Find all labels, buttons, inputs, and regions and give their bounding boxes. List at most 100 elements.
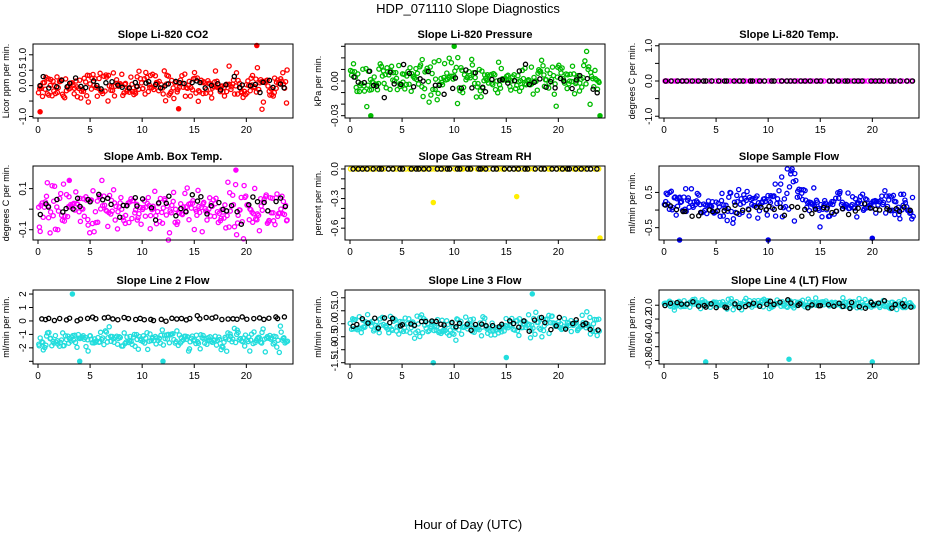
- data-point: [223, 336, 229, 342]
- data-point: [275, 337, 281, 344]
- data-point: [109, 208, 115, 214]
- data-point: [163, 318, 169, 324]
- data-point: [166, 230, 173, 236]
- outlier-point: [702, 359, 709, 365]
- data-point: [172, 206, 179, 213]
- data-point: [72, 75, 79, 81]
- data-point: [475, 80, 481, 87]
- data-point: [152, 188, 158, 195]
- data-point: [255, 212, 262, 219]
- data-point: [789, 166, 795, 172]
- data-point: [723, 304, 730, 311]
- y-tick-label: 0.1: [18, 181, 29, 195]
- data-point: [112, 217, 118, 223]
- data-point: [37, 82, 43, 89]
- x-tick-label: 10: [449, 247, 461, 258]
- y-tick-label: 0.0: [330, 316, 341, 330]
- data-point: [821, 197, 828, 204]
- data-point: [196, 209, 203, 216]
- x-tick-label: 15: [189, 125, 201, 136]
- data-point: [257, 89, 263, 96]
- data-point: [229, 192, 236, 198]
- data-point: [744, 188, 750, 195]
- data-point: [462, 314, 469, 320]
- data-point: [282, 203, 289, 210]
- data-point: [73, 189, 79, 195]
- y-tick-label: -0.6: [644, 338, 655, 356]
- data-point: [138, 221, 144, 227]
- data-point: [532, 166, 539, 172]
- data-point: [501, 328, 507, 334]
- data-point: [571, 90, 578, 97]
- data-point: [173, 213, 179, 219]
- x-tick-label: 0: [347, 247, 353, 258]
- data-point: [548, 326, 554, 333]
- data-point: [764, 212, 771, 218]
- data-point: [482, 88, 489, 95]
- data-point: [564, 166, 571, 172]
- plot-frame: [32, 289, 294, 365]
- data-point: [165, 81, 172, 87]
- data-point: [721, 78, 728, 84]
- data-point: [893, 199, 899, 205]
- data-point: [740, 78, 746, 84]
- data-point: [222, 202, 228, 208]
- data-point: [662, 78, 669, 84]
- data-point: [265, 208, 271, 214]
- data-point: [232, 181, 239, 188]
- data-point: [181, 80, 187, 87]
- panel-title: Slope Line 2 Flow: [117, 275, 210, 287]
- data-point: [736, 304, 742, 311]
- y-tick-label: 0.0: [330, 162, 341, 176]
- data-point: [234, 208, 240, 215]
- x-tick-label: 10: [449, 371, 461, 382]
- data-point: [251, 329, 257, 335]
- data-point: [235, 329, 241, 336]
- data-point: [558, 70, 564, 76]
- data-point: [385, 166, 392, 172]
- series-black: [350, 166, 600, 172]
- data-point: [464, 321, 470, 327]
- data-point: [467, 316, 474, 323]
- data-point: [86, 230, 93, 236]
- data-point: [118, 194, 124, 201]
- data-point: [668, 78, 674, 84]
- data-point: [223, 82, 229, 88]
- data-point: [254, 64, 261, 71]
- data-point: [870, 301, 877, 308]
- data-point: [364, 103, 370, 110]
- data-point: [64, 84, 70, 90]
- data-point: [436, 82, 442, 89]
- data-point: [213, 342, 220, 348]
- data-point: [731, 78, 737, 84]
- data-point: [897, 216, 903, 222]
- data-point: [47, 209, 54, 215]
- data-point: [468, 327, 474, 333]
- data-point: [152, 217, 159, 223]
- data-point: [162, 97, 169, 104]
- data-point: [859, 78, 865, 84]
- data-point: [734, 192, 740, 199]
- panel-title: Slope Li-820 Pressure: [418, 29, 533, 41]
- data-point: [506, 318, 513, 324]
- data-point: [549, 313, 555, 319]
- data-point: [151, 86, 157, 93]
- data-point: [595, 166, 602, 172]
- data-point: [419, 56, 425, 63]
- data-point: [543, 76, 550, 83]
- outlier-point: [69, 291, 76, 297]
- data-point: [549, 64, 556, 70]
- data-point: [132, 90, 139, 97]
- data-point: [569, 320, 576, 327]
- data-point: [187, 315, 193, 322]
- x-tick-label: 20: [241, 371, 253, 382]
- y-tick-label: 0.5: [330, 303, 341, 317]
- data-point: [78, 95, 84, 101]
- panel-5: Slope Gas Stream RH percent per min. 0 5 10 1…: [313, 151, 606, 258]
- data-point: [511, 166, 517, 172]
- data-point: [270, 210, 276, 216]
- data-point: [115, 82, 121, 88]
- data-point: [490, 166, 496, 172]
- data-point: [417, 62, 424, 68]
- data-point: [781, 196, 788, 202]
